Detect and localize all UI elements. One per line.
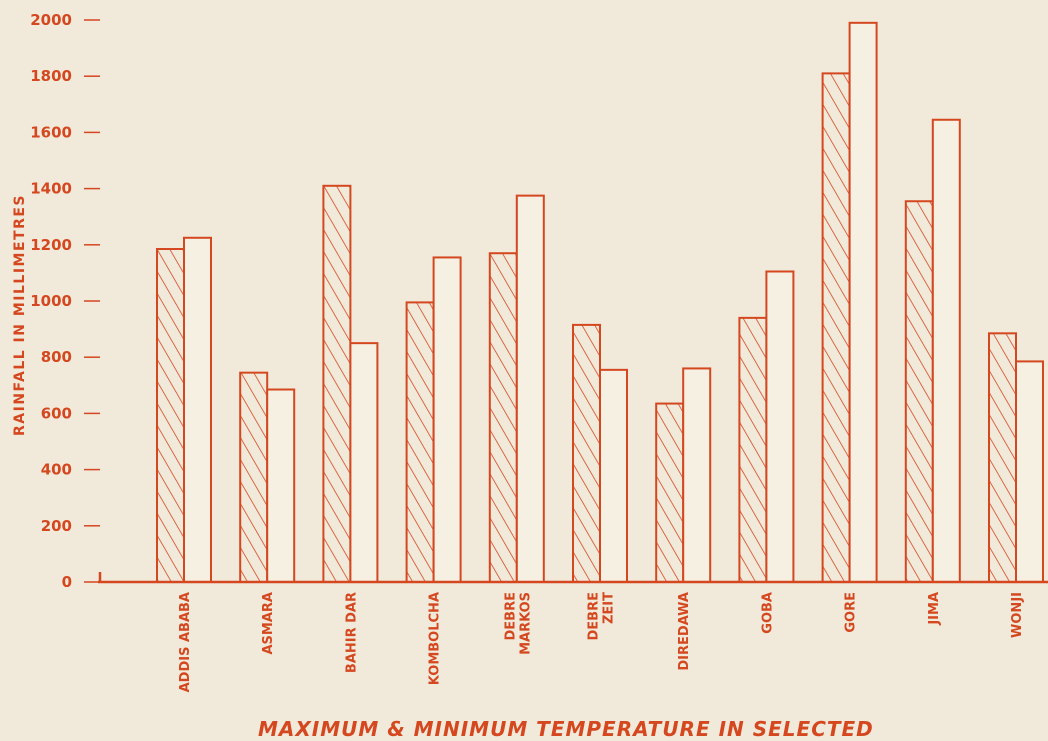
y-tick-label: 1400 — [30, 180, 72, 198]
bar-plain — [931, 118, 961, 583]
bar-plain — [848, 21, 878, 584]
y-tick-label: 800 — [41, 348, 72, 366]
bar-hatched — [821, 72, 851, 583]
y-tick-label: 400 — [41, 461, 72, 479]
y-tick-label: 2000 — [30, 11, 72, 29]
y-tick-label: 1800 — [30, 67, 72, 85]
category-label: BAHIR DAR — [344, 592, 359, 673]
category-label: DEBRE — [503, 592, 518, 640]
category-label: ZEIT — [602, 592, 617, 624]
bar-plain — [183, 236, 212, 583]
y-tick-label: 1000 — [30, 292, 72, 310]
category-label: DIREDAWA — [677, 592, 692, 671]
category-label: KOMBOLCHA — [428, 592, 443, 685]
bar-hatched — [655, 402, 685, 583]
y-tick-label: 600 — [41, 404, 72, 422]
bar-plain — [1015, 360, 1044, 584]
bar-hatched — [488, 252, 518, 583]
bar-hatched — [988, 332, 1017, 583]
bar-hatched — [572, 323, 601, 583]
bar-plain — [515, 194, 545, 583]
bar-plain — [266, 388, 296, 584]
category-label: JIMA — [927, 592, 942, 626]
y-axis-label: RAINFALL IN MILLIMETRES — [12, 194, 28, 436]
bar-plain — [349, 342, 379, 583]
bar-hatched — [322, 184, 352, 583]
chart-title: MAXIMUM & MINIMUM TEMPERATURE IN SELECTE… — [258, 717, 874, 741]
category-label: DEBRE — [587, 592, 602, 640]
bar-plain — [599, 368, 628, 583]
category-label: ASMARA — [261, 592, 276, 655]
bar-plain — [432, 256, 462, 583]
bar-hatched — [405, 301, 435, 583]
bar-plain — [765, 270, 795, 583]
bar-hatched — [904, 200, 934, 583]
category-label: ADDIS ABABA — [178, 592, 193, 692]
bar-hatched — [738, 316, 768, 583]
bar-hatched — [156, 248, 185, 583]
y-tick-label: 0 — [62, 573, 72, 591]
bar-plain — [682, 367, 712, 583]
category-label: GOBA — [760, 592, 775, 634]
category-label: MARKOS — [518, 592, 533, 655]
y-tick-label: 1200 — [30, 236, 72, 254]
y-tick-label: 1600 — [30, 123, 72, 141]
y-tick-label: 200 — [41, 517, 72, 535]
category-label: WONJI — [1010, 592, 1025, 638]
category-label: GORE — [844, 592, 859, 633]
bar-hatched — [239, 371, 269, 583]
